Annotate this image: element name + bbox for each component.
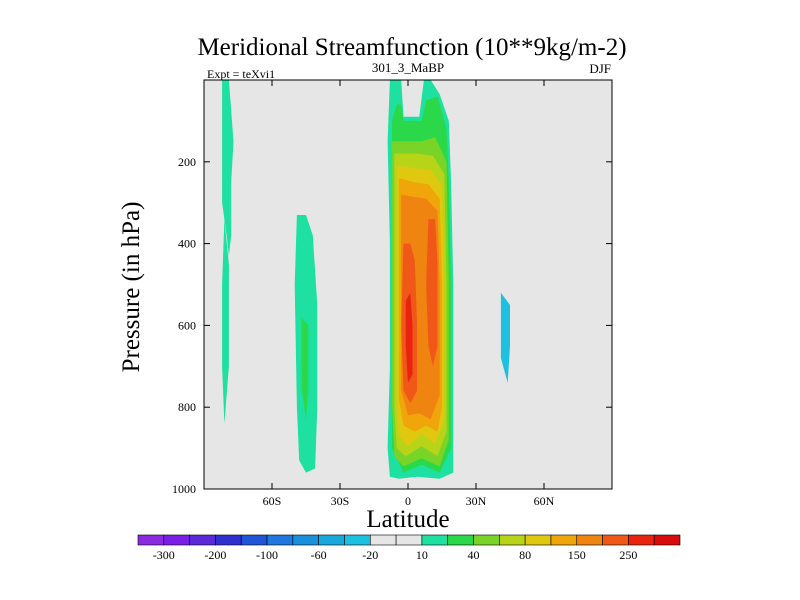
colorbar-label: 150 [568, 548, 586, 562]
colorbar-box [189, 534, 216, 546]
colorbar-box [137, 534, 165, 546]
colorbar-box [550, 534, 578, 546]
colorbar-box [421, 534, 449, 546]
colorbar-box [576, 534, 603, 546]
colorbar-box [215, 534, 242, 546]
colorbar-box [163, 534, 190, 546]
colorbar-label: -100 [256, 548, 278, 562]
colorbar-label: 80 [519, 548, 531, 562]
colorbar-box [524, 534, 552, 546]
colorbar-box [602, 534, 629, 546]
colorbar-label: -20 [362, 548, 378, 562]
contour-mid-lat-south-cell-20 [301, 317, 309, 420]
colorbar-label: -60 [311, 548, 327, 562]
colorbar-label: 250 [619, 548, 637, 562]
x-axis-label: Latitude [366, 506, 449, 533]
y-axis-label: Pressure (in hPa) [118, 202, 145, 373]
colorbar-box [499, 534, 526, 546]
y-tick-label: 400 [178, 237, 196, 251]
season-label: DJF [589, 61, 611, 76]
contour-regions [222, 80, 563, 479]
contour-south-polar-band-10 [222, 80, 234, 256]
colorbar-box [653, 534, 681, 546]
contour-tropical-cell-250 [405, 292, 413, 383]
x-tick-label: 60N [534, 494, 555, 508]
x-tick-label: 60S [263, 494, 282, 508]
contour-thin-streak-neg10 [328, 80, 334, 150]
colorbar-label: -300 [153, 548, 175, 562]
colorbar-box [344, 534, 371, 546]
contour-south-polar-band-10 [222, 219, 229, 424]
colorbar-box [395, 534, 423, 546]
x-tick-label: 30S [331, 494, 350, 508]
y-tick-label: 1000 [172, 482, 196, 496]
colorbar-label: 10 [416, 548, 428, 562]
colorbar-box [266, 534, 294, 546]
colorbar-box [292, 534, 319, 546]
colorbar-box [240, 534, 268, 546]
chart-title: Meridional Streamfunction (10**9kg/m-2) [197, 34, 626, 61]
colorbar-box [628, 534, 655, 546]
x-tick-label: 0 [405, 494, 411, 508]
contour-subtropical-south-cell-neg20 [344, 219, 356, 461]
experiment-label: Expt = teXvi1 [207, 67, 275, 81]
y-tick-label: 200 [178, 155, 196, 169]
colorbar-label: -200 [204, 548, 226, 562]
colorbar-box [473, 534, 500, 546]
colorbar-box [447, 534, 474, 546]
colorbar-box [318, 534, 345, 546]
colorbar-label: 40 [468, 548, 480, 562]
colorbar-box [369, 534, 397, 546]
y-tick-label: 800 [178, 400, 196, 414]
contour-north-ferrel-cell-neg40 [500, 292, 510, 383]
y-tick-label: 600 [178, 318, 196, 332]
contour-south-high-lat-cell-neg20 [260, 112, 268, 412]
axes: 60S 30S 0 30N 60N 200 400 600 800 1000 [172, 79, 613, 508]
contour-tropical-cell-200 [426, 219, 438, 367]
plot-area [204, 80, 612, 489]
x-tick-label: 30N [466, 494, 487, 508]
colorbar: -300 -200 -100 -60 -20 10 40 80 150 250 [137, 534, 681, 562]
run-label: 301_3_MaBP [372, 60, 444, 75]
